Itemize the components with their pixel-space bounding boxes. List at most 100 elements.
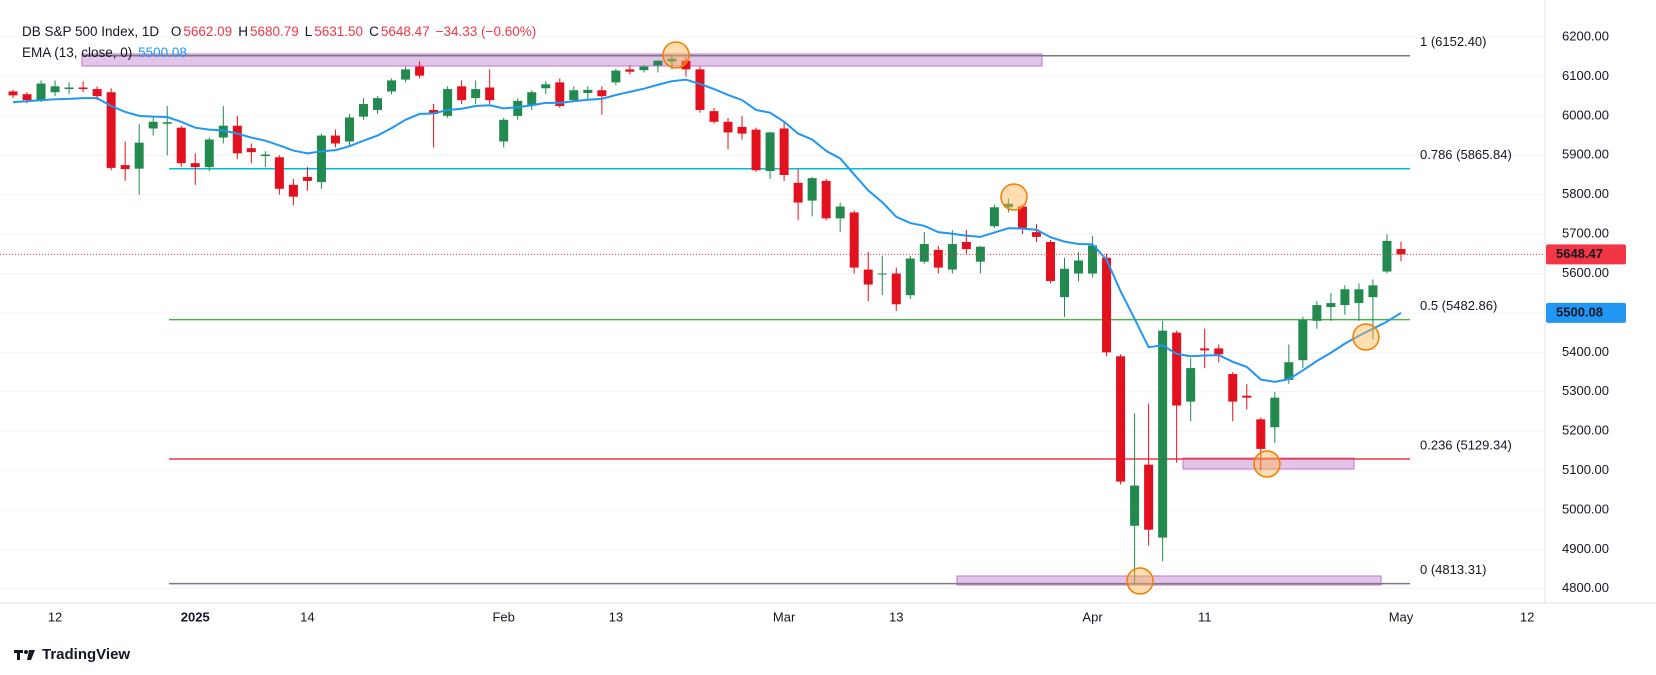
candle-body <box>232 125 242 154</box>
candle-body <box>429 109 439 114</box>
candle-body <box>1144 464 1154 530</box>
candle-body <box>260 154 270 157</box>
candle-body <box>541 84 551 89</box>
candle-body <box>443 89 453 116</box>
candle-body <box>905 258 915 296</box>
candle-body <box>373 98 383 110</box>
candle-body <box>1298 320 1308 361</box>
zone <box>956 575 1382 586</box>
highlight-circle <box>1253 450 1281 478</box>
candle-body <box>961 241 971 250</box>
y-tick-label: 5200.00 <box>1562 423 1609 438</box>
ema-badge-label: 5500.08 <box>1556 304 1603 319</box>
x-tick-label: 11 <box>1198 609 1212 624</box>
highlight-circle <box>1352 323 1380 351</box>
y-tick-label: 6200.00 <box>1562 28 1609 43</box>
candle-body <box>653 60 663 66</box>
candle-body <box>64 87 74 90</box>
y-tick-label: 5700.00 <box>1562 226 1609 241</box>
fib-label: 1 (6152.40) <box>1420 34 1487 49</box>
candle-body <box>1284 362 1294 380</box>
highlight-circle <box>1000 183 1028 211</box>
candle-body <box>1186 368 1196 402</box>
candle-body <box>246 148 256 153</box>
candle-body <box>274 157 284 189</box>
candle-body <box>36 83 46 101</box>
candle-body <box>120 165 130 170</box>
candle-body <box>975 246 985 262</box>
ohlc-value: 5648.47 <box>380 24 430 39</box>
candle-body <box>1382 240 1392 272</box>
candle-body <box>1017 206 1027 230</box>
candle-body <box>1088 245 1098 274</box>
symbol: DB S&P 500 Index, 1D <box>22 24 160 39</box>
candle-body <box>415 66 425 76</box>
candle-body <box>1242 395 1252 398</box>
candle-body <box>106 92 116 168</box>
candle-body <box>779 128 789 175</box>
candle-body <box>50 86 60 93</box>
x-tick-label: 13 <box>889 609 903 624</box>
candle-body <box>569 90 579 101</box>
candle-body <box>555 82 565 107</box>
ohlc-value: −34.33 (−0.60%) <box>435 24 537 39</box>
candle-body <box>527 92 537 105</box>
candle-body <box>485 87 495 101</box>
candle-body <box>359 104 368 117</box>
candle-body <box>1200 348 1210 351</box>
x-tick-label: 14 <box>300 609 314 624</box>
candle-body <box>933 249 943 268</box>
x-tick-label: 2025 <box>181 609 210 624</box>
candle-body <box>330 135 340 144</box>
candle-body <box>190 163 200 168</box>
candle-body <box>681 60 691 70</box>
candle-body <box>1003 203 1013 208</box>
footer: TradingView <box>14 646 130 663</box>
drawings <box>81 53 1382 586</box>
x-tick-label: May <box>1389 609 1414 624</box>
legend-main: DB S&P 500 Index, 1D O 5662.09 H 5680.79 L 56… <box>22 24 538 39</box>
candle-body <box>22 94 32 101</box>
candle-body <box>1045 241 1055 282</box>
y-tick-label: 5300.00 <box>1562 383 1609 398</box>
candle-body <box>723 121 733 133</box>
candle-body <box>807 178 817 201</box>
price-badge-label: 5648.47 <box>1556 246 1603 261</box>
ohlc-value: 5662.09 <box>183 24 233 39</box>
candle-body <box>1326 303 1336 308</box>
candle-body <box>1214 348 1224 355</box>
candle-body <box>8 91 18 96</box>
ema-line <box>12 78 1402 383</box>
candle-body <box>1074 260 1084 274</box>
y-tick-label: 5600.00 <box>1562 265 1609 280</box>
candle-body <box>1340 289 1350 306</box>
candle-body <box>877 273 887 275</box>
candle-body <box>989 207 999 227</box>
ohlc-key: H <box>238 24 248 39</box>
candle-body <box>344 117 354 142</box>
candle-body <box>611 70 621 83</box>
ema-name: EMA (13, close, 0) <box>22 45 133 60</box>
x-tick-label: 12 <box>1520 609 1534 624</box>
candle-body <box>863 269 873 285</box>
ohlc-key: L <box>304 24 313 39</box>
candle-body <box>148 121 158 129</box>
candle-body <box>1368 285 1378 298</box>
brand: TradingView <box>42 646 131 663</box>
candle-body <box>401 69 411 80</box>
candle-body <box>751 129 761 171</box>
candle-body <box>162 122 172 124</box>
fib-label: 0.786 (5865.84) <box>1420 147 1512 162</box>
y-tick-label: 5100.00 <box>1562 462 1609 477</box>
candle-body <box>302 176 312 181</box>
candle-body <box>919 243 929 262</box>
candle-body <box>695 69 705 110</box>
candle-body <box>218 125 228 138</box>
candle-body <box>316 135 326 183</box>
candle-body <box>639 66 649 71</box>
candle-body <box>457 86 467 101</box>
candle-body <box>835 206 845 219</box>
candle-body <box>1312 305 1322 321</box>
